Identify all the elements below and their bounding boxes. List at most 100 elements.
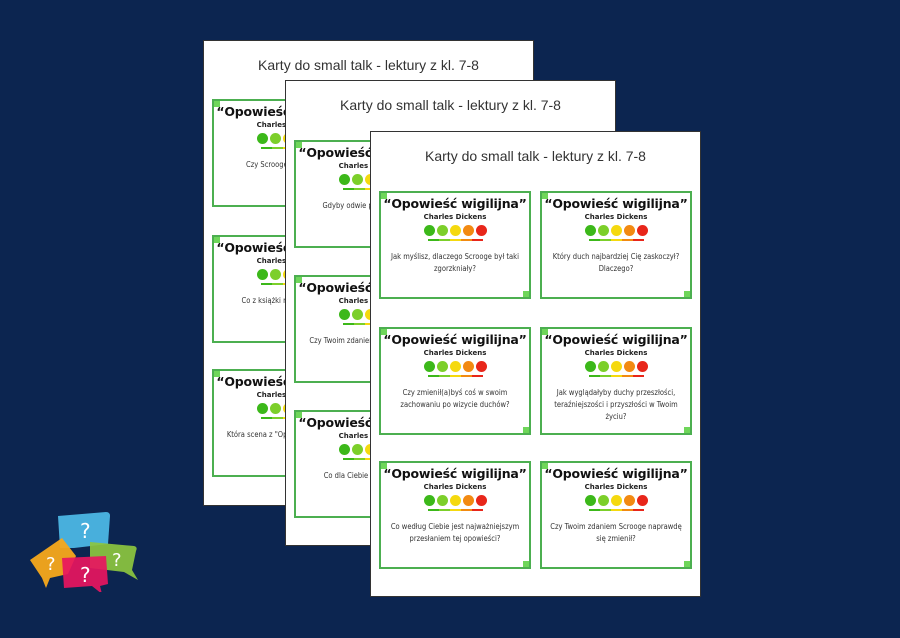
- card-question: Co według Ciebie jest najważniejszym prz…: [390, 521, 520, 543]
- rating-bar-segment: [449, 509, 461, 511]
- rating-bar-segment: [271, 417, 283, 419]
- rating-bar-segment: [632, 509, 644, 511]
- rating-face-icon: [269, 403, 281, 414]
- rating-bar-segment: [260, 417, 272, 419]
- rating-face-icon: [475, 225, 487, 236]
- conversation-card: “Opowieść wigilijna” Charles Dickens Co …: [379, 461, 531, 569]
- card-question: Co dla Ciebie ozna duch św: [323, 470, 417, 480]
- rating-face-icon: [462, 361, 474, 372]
- rating-face-icon: [623, 361, 635, 372]
- rating-faces: [542, 225, 690, 236]
- card-author: Charles Dickens: [423, 483, 487, 491]
- card-author: Charles Dickens: [423, 349, 487, 357]
- rating-face-icon: [256, 133, 268, 144]
- card-question: Jak wyglądałyby duchy przeszłości, teraź…: [554, 387, 678, 421]
- card-author: Charles Dickens: [584, 349, 648, 357]
- rating-bar-segment: [342, 188, 354, 190]
- rating-face-icon: [256, 269, 268, 280]
- rating-faces: [542, 361, 690, 372]
- rating-bar-segment: [260, 147, 272, 149]
- rating-bar-segment: [599, 239, 611, 241]
- rating-face-icon: [584, 495, 596, 506]
- rating-faces: [381, 495, 529, 506]
- question-mark: ?: [46, 554, 56, 575]
- rating-face-icon: [610, 361, 622, 372]
- rating-face-icon: [449, 361, 461, 372]
- rating-face-icon: [351, 309, 363, 320]
- rating-bar-segment: [449, 375, 461, 377]
- rating-bar-segment: [438, 375, 450, 377]
- rating-face-icon: [436, 495, 448, 506]
- rating-bar-segment: [271, 147, 283, 149]
- rating-bar-segment: [632, 375, 644, 377]
- rating-face-icon: [623, 495, 635, 506]
- conversation-card: “Opowieść wigilijna” Charles Dickens Któ…: [540, 191, 692, 299]
- rating-bar-segment: [599, 375, 611, 377]
- page-title: Karty do small talk - lektury z kl. 7-8: [258, 57, 479, 73]
- rating-bar: [381, 375, 529, 377]
- rating-face-icon: [351, 444, 363, 455]
- rating-face-icon: [636, 225, 648, 236]
- rating-faces: [542, 495, 690, 506]
- rating-bar-segment: [471, 239, 483, 241]
- rating-bar-segment: [460, 375, 472, 377]
- rating-face-icon: [584, 225, 596, 236]
- rating-face-icon: [269, 269, 281, 280]
- rating-face-icon: [351, 174, 363, 185]
- rating-face-icon: [610, 225, 622, 236]
- rating-face-icon: [436, 225, 448, 236]
- rating-face-icon: [269, 133, 281, 144]
- rating-bar-segment: [460, 239, 472, 241]
- rating-face-icon: [449, 225, 461, 236]
- rating-bar-segment: [427, 509, 439, 511]
- rating-bar-segment: [353, 458, 365, 460]
- card-title: “Opowieść wigilijna”: [544, 466, 688, 481]
- rating-face-icon: [597, 495, 609, 506]
- rating-bar-segment: [588, 509, 600, 511]
- rating-bar-segment: [438, 239, 450, 241]
- rating-bar-segment: [621, 239, 633, 241]
- rating-bar-segment: [610, 509, 622, 511]
- card-title: “Opowieść wigilijna”: [383, 466, 527, 481]
- rating-face-icon: [584, 361, 596, 372]
- rating-bar-segment: [621, 375, 633, 377]
- card-author: Charles Dickens: [584, 213, 648, 221]
- rating-face-icon: [338, 174, 350, 185]
- conversation-card: “Opowieść wigilijna” Charles Dickens Jak…: [379, 191, 531, 299]
- rating-face-icon: [623, 225, 635, 236]
- question-speech-bubbles-icon: ? ? ? ?: [30, 512, 138, 592]
- rating-bar-segment: [610, 375, 622, 377]
- rating-face-icon: [256, 403, 268, 414]
- pink-bubble: [62, 556, 108, 592]
- blue-bubble: [58, 512, 110, 548]
- card-title: “Opowieść wigilijna”: [544, 196, 688, 211]
- rating-bar-segment: [588, 375, 600, 377]
- rating-faces: [381, 361, 529, 372]
- rating-face-icon: [597, 225, 609, 236]
- rating-bar-segment: [632, 239, 644, 241]
- rating-bar-segment: [460, 509, 472, 511]
- card-author: Charles Dickens: [584, 483, 648, 491]
- rating-bar: [381, 509, 529, 511]
- rating-bar-segment: [599, 509, 611, 511]
- conversation-card: “Opowieść wigilijna” Charles Dickens Czy…: [540, 461, 692, 569]
- worksheet-page-front: Karty do small talk - lektury z kl. 7-8 “…: [370, 131, 701, 597]
- rating-face-icon: [423, 361, 435, 372]
- card-author: Charles Dickens: [423, 213, 487, 221]
- rating-face-icon: [462, 495, 474, 506]
- rating-face-icon: [597, 361, 609, 372]
- rating-bar-segment: [610, 239, 622, 241]
- conversation-card: “Opowieść wigilijna” Charles Dickens Czy…: [379, 327, 531, 435]
- rating-bar: [542, 509, 690, 511]
- card-question: Czy Twoim zdaniem Scrooge naprawdę się z…: [550, 521, 682, 543]
- rating-bar-segment: [260, 283, 272, 285]
- rating-bar-segment: [353, 323, 365, 325]
- rating-bar-segment: [271, 283, 283, 285]
- rating-face-icon: [449, 495, 461, 506]
- rating-face-icon: [475, 495, 487, 506]
- rating-face-icon: [475, 361, 487, 372]
- rating-face-icon: [423, 495, 435, 506]
- card-question: Jak myślisz, dlaczego Scrooge był taki z…: [391, 251, 519, 273]
- rating-bar: [542, 239, 690, 241]
- rating-bar-segment: [342, 458, 354, 460]
